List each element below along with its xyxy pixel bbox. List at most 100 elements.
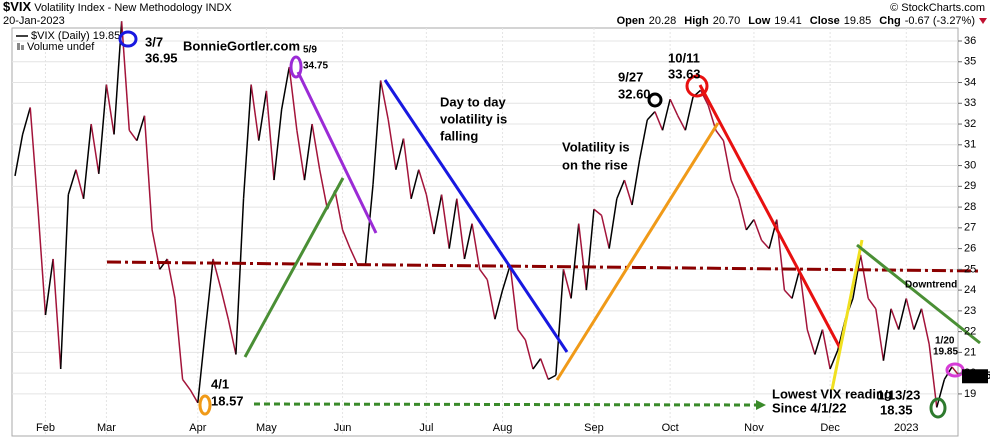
annotation: Downtrend [905, 280, 957, 291]
price-segment [494, 289, 504, 320]
price-segment [920, 308, 930, 345]
price-segment [661, 98, 671, 131]
y-tick-label: 35 [964, 56, 976, 68]
trend-line [856, 243, 981, 345]
down-arrow [979, 18, 987, 24]
price-segment [250, 84, 260, 141]
price-segment [258, 90, 268, 141]
price-segment [852, 254, 862, 299]
price-segment [555, 269, 565, 376]
price-segment [783, 289, 793, 299]
price-segment [570, 223, 580, 299]
price-segment [402, 138, 412, 199]
price-segment [82, 123, 92, 199]
price-segment [189, 389, 199, 404]
price-segment [600, 215, 610, 249]
price-segment [654, 111, 664, 131]
price-segment [37, 207, 47, 316]
price-segment [715, 129, 725, 142]
price-segment [753, 219, 763, 241]
legend-value: 19.85 [93, 30, 121, 42]
y-tick-label: 27 [964, 222, 976, 234]
price-segment [897, 298, 908, 330]
price-segment [905, 298, 915, 330]
annotation: 34.75 [303, 61, 328, 72]
price-segment [829, 350, 839, 370]
price-segment [379, 80, 390, 121]
price-segment [882, 308, 892, 361]
price-segment [98, 84, 108, 174]
quote: Open 20.28 High 20.70 Low 19.41 Close 19.85 Chg -… [617, 15, 975, 27]
arrow-head [756, 400, 766, 410]
volume-icon [17, 43, 20, 50]
marker-circle [647, 92, 663, 108]
price-segment [44, 258, 54, 316]
annotation: 1/13/23 [877, 387, 920, 402]
annotation: 9/27 [618, 69, 643, 84]
price-segment [913, 308, 923, 330]
price-segment [395, 138, 405, 170]
price-segment [448, 198, 458, 249]
price-segment [372, 80, 382, 185]
price-segment [425, 194, 435, 235]
legend-entry: $VIX (Daily) 19.85 [31, 30, 120, 42]
price-segment [219, 287, 230, 320]
price-segment [547, 374, 557, 381]
quote-label: Close [810, 15, 840, 27]
annotation: 4/1 [211, 376, 229, 391]
quote-value: -0.67 (-3.27%) [905, 15, 975, 27]
price-segment [638, 119, 649, 160]
x-tick-label: Dec [820, 422, 840, 434]
price-segment [59, 194, 70, 370]
annotation: 32.60 [618, 86, 651, 101]
price-segment [242, 84, 252, 199]
price-segment [29, 107, 39, 208]
quote-value: 19.85 [844, 15, 872, 27]
price-segment [501, 264, 511, 291]
y-tick-label: 28 [964, 201, 976, 213]
annotation: 5/9 [303, 45, 317, 56]
quote-label: Chg [879, 15, 900, 27]
price-segment [814, 329, 824, 355]
price-segment [517, 329, 527, 341]
price-segment [737, 198, 748, 231]
trend-line [296, 71, 378, 234]
price-segment [509, 265, 519, 330]
source: © StockCharts.com [890, 2, 985, 14]
price-segment [677, 115, 687, 131]
marker-circle [289, 55, 303, 79]
price-segment [890, 308, 900, 330]
price-segment [128, 129, 138, 142]
y-tick-label: 24 [964, 284, 976, 296]
y-tick-label: 26 [964, 243, 976, 255]
last-price-box [962, 369, 988, 384]
annotation: Lowest VIX reading [772, 386, 892, 401]
y-tick-label: 30 [964, 159, 976, 171]
price-segment [303, 123, 313, 181]
price-segment [120, 21, 131, 131]
price-segment [463, 223, 473, 260]
quote-value: 20.70 [713, 15, 741, 27]
price-segment [273, 109, 283, 181]
series [14, 21, 961, 408]
price-segment [806, 329, 816, 355]
price-segment [616, 179, 626, 200]
y-tick-label: 32 [964, 118, 976, 130]
price-segment [539, 358, 549, 380]
price-segment [631, 159, 641, 206]
annotation: 18.57 [211, 393, 244, 408]
x-tick-label: Feb [36, 422, 55, 434]
annotation: 1/20 [935, 336, 955, 347]
trend-line [243, 177, 345, 358]
price-segment [791, 269, 801, 299]
price-segment [479, 268, 488, 281]
price-segment [608, 198, 618, 249]
annotation: 33.63 [668, 66, 701, 81]
price-segment [486, 279, 496, 320]
symbol: $VIX [3, 0, 32, 14]
price-segment [52, 258, 62, 370]
last-price-label: 19.85 [964, 370, 990, 382]
price-segment [562, 269, 572, 299]
price-segment [387, 119, 397, 170]
